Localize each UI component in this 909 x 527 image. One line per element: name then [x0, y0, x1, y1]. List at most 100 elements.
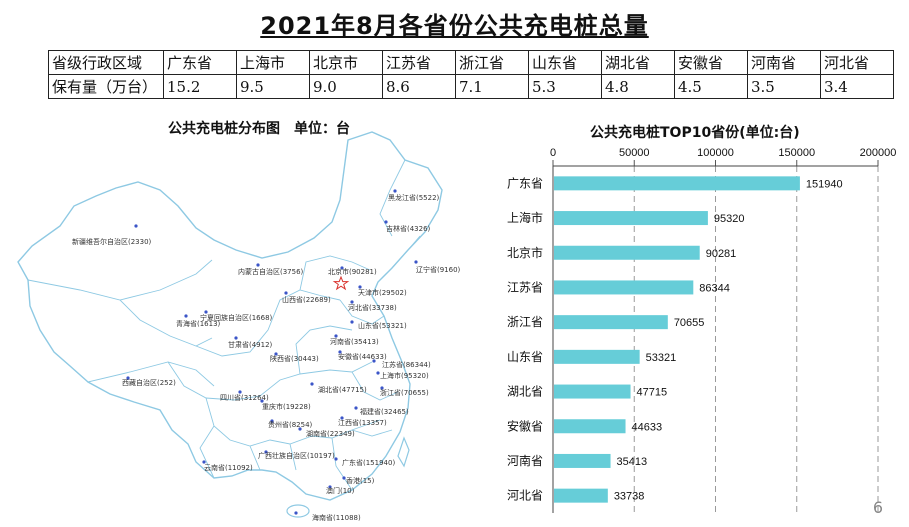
- category-label: 北京市: [507, 245, 543, 260]
- map-dot: [284, 291, 288, 295]
- map-dot: [372, 359, 376, 363]
- map-dot: [202, 460, 206, 464]
- map-dot: [338, 350, 342, 354]
- category-label: 河北省: [507, 489, 543, 503]
- bar: [554, 453, 611, 468]
- map-dot: [126, 376, 130, 380]
- map-label: 澳门(10): [326, 486, 355, 495]
- map-dot: [270, 419, 274, 423]
- beijing-star-icon: [332, 275, 350, 291]
- table-header-cell: 江苏省: [382, 50, 456, 75]
- map-label: 内蒙古自治区(3756): [238, 267, 304, 276]
- tick-label: 0: [550, 147, 556, 159]
- map-label: 辽宁省(9160): [416, 265, 461, 274]
- map-label: 陕西省(30443): [270, 354, 319, 363]
- data-label: 53321: [646, 352, 677, 364]
- map-dot: [184, 314, 188, 318]
- map-label: 黑龙江省(5522): [388, 193, 440, 202]
- data-label: 47715: [637, 387, 668, 399]
- bar: [554, 419, 626, 434]
- map-dot: [393, 189, 397, 193]
- map-title: 公共充电桩分布图 单位：台: [168, 121, 350, 137]
- map-dot: [340, 266, 344, 270]
- category-label: 浙江省: [507, 315, 543, 329]
- map-dot: [310, 382, 314, 386]
- map-label: 安徽省(44633): [338, 352, 387, 361]
- map-label: 天津市(29502): [358, 288, 407, 297]
- province-borders: [27, 159, 421, 491]
- bar: [554, 280, 694, 295]
- category-label: 江苏省: [507, 280, 543, 294]
- data-label: 44633: [632, 421, 663, 433]
- map-labels: 黑龙江省(5522) 吉林省(4326) 新疆维吾尔自治区(2330) 内蒙古自治区(…: [72, 189, 461, 522]
- map-label: 福建省(32465): [360, 407, 409, 416]
- data-label: 90281: [706, 248, 737, 260]
- table-header-cell: 山东省: [528, 50, 602, 75]
- map-dot: [234, 336, 238, 340]
- map-dot: [328, 485, 332, 489]
- page-number: 6: [872, 498, 883, 517]
- map-label: 河南省(35413): [330, 337, 379, 346]
- table-row: 保有量（万台） 15.2 9.5 9.0 8.6 7.1 5.3 4.8 4.5 3.5 3.4: [48, 74, 894, 99]
- tick-label: 100000: [697, 147, 734, 159]
- map-label: 西藏自治区(252): [122, 378, 176, 387]
- data-label: 151940: [806, 178, 843, 190]
- table-value-cell: 7.1: [455, 74, 529, 99]
- category-label: 河南省: [507, 453, 543, 468]
- category-label: 上海市: [507, 210, 543, 225]
- map-dot: [384, 220, 388, 224]
- map-dot: [380, 386, 384, 390]
- table-header-cell: 河南省: [747, 50, 821, 75]
- map-dot: [350, 300, 354, 304]
- data-label: 86344: [699, 282, 730, 294]
- table-row: 省级行政区域 广东省 上海市 北京市 江苏省 浙江省 山东省 湖北省 安徽省 河南省 河北省: [48, 50, 894, 75]
- table-value-cell: 15.2: [163, 74, 237, 99]
- map-label: 湖北省(47715): [318, 385, 367, 394]
- map-dot: [358, 285, 362, 289]
- bar: [554, 488, 608, 503]
- map-label: 吉林省(4326): [386, 224, 431, 233]
- china-map: [17, 131, 443, 518]
- data-label: 95320: [714, 213, 745, 225]
- table-value-cell: 3.4: [820, 74, 894, 99]
- table-value-label: 保有量（万台）: [48, 74, 164, 99]
- map-label: 北京市(90281): [328, 267, 377, 276]
- table-value-cell: 4.8: [601, 74, 675, 99]
- map-label: 广东省(151940): [342, 458, 395, 467]
- taiwan-island: [397, 436, 410, 468]
- data-label: 70655: [674, 317, 705, 329]
- map-label: 广西壮族自治区(10197): [258, 451, 335, 460]
- map-label: 海南省(11088): [312, 513, 361, 522]
- table-header-cell: 安徽省: [674, 50, 748, 75]
- tick-label: 150000: [778, 147, 815, 159]
- bar: [554, 349, 640, 364]
- map-label: 香港(15): [346, 476, 375, 485]
- table-value-cell: 8.6: [382, 74, 456, 99]
- map-label: 河北省(33738): [348, 303, 397, 312]
- map-label: 山东省(53321): [358, 321, 407, 330]
- map-label: 重庆市(19228): [262, 402, 311, 411]
- category-label: 安徽省: [507, 418, 543, 433]
- map-dot: [256, 263, 260, 267]
- bar: [554, 384, 631, 399]
- map-label: 江西省(13357): [338, 418, 387, 427]
- map-dot: [334, 457, 338, 461]
- bar-chart: 0 50000 100000 150000 200000 广东省 151940 上海市 9532…: [507, 147, 896, 513]
- map-label: 江苏省(86344): [382, 360, 431, 369]
- hainan-island: [286, 504, 310, 518]
- map-dot: [376, 371, 380, 375]
- map-dot: [354, 406, 358, 410]
- category-label: 广东省: [507, 176, 543, 190]
- category-label: 山东省: [507, 350, 543, 364]
- map-dot: [340, 416, 344, 420]
- china-outline: [17, 131, 443, 501]
- map-dot: [334, 334, 338, 338]
- map-label: 四川省(31264): [220, 393, 269, 402]
- map-dot: [350, 320, 354, 324]
- map-dot: [134, 224, 138, 228]
- table-header-cell: 广东省: [163, 50, 237, 75]
- table-header-cell: 上海市: [236, 50, 310, 75]
- map-dot: [264, 450, 268, 454]
- map-label: 甘肃省(4912): [228, 340, 273, 349]
